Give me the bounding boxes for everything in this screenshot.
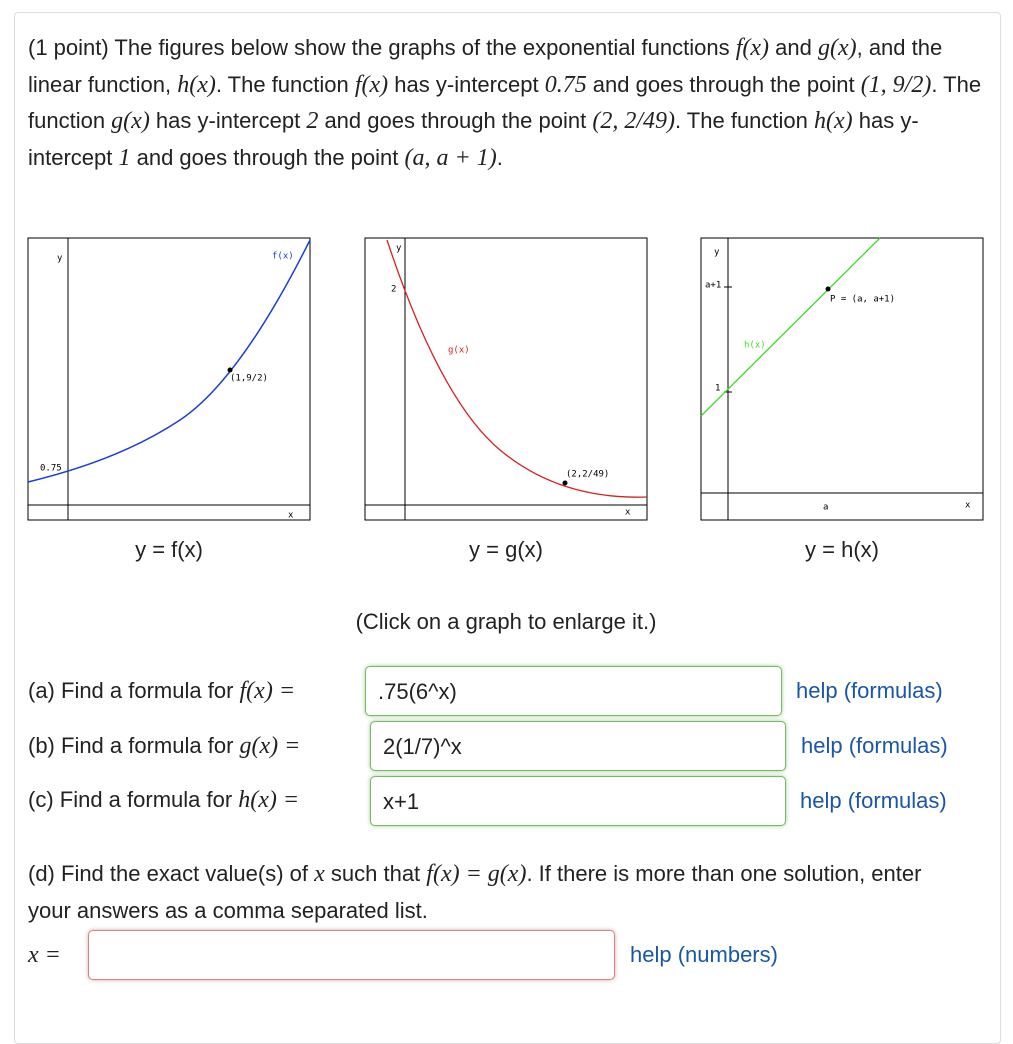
math: g(x) [111,108,150,134]
math: x = [28,942,61,968]
help-link[interactable]: help (formulas) [796,678,943,703]
text: has y-intercept [149,108,307,133]
label: P = (a, a+1) [830,295,895,305]
graph-h[interactable]: y a+1 P = (a, a+1) h(x) 1 a x [700,237,984,521]
part-d-text: (d) Find the exact value(s) of x such th… [28,856,968,929]
label: y [396,244,402,254]
text: . The function [674,108,814,133]
label: x [288,511,294,521]
caption: y = g(x) [469,537,543,562]
label: x [965,501,971,511]
text: . [496,144,503,170]
line [700,237,881,417]
text: such that [324,861,427,886]
help-link[interactable]: help (formulas) [801,733,948,758]
math: g(x) [817,35,857,61]
graph-g[interactable]: y 2 g(x) (2,2/49) x [364,237,648,521]
text: (c) Find a formula for [28,787,239,812]
curve [27,239,311,483]
label: g(x) [448,346,470,356]
label: (2,2/49) [566,470,609,480]
math: h(x) [814,108,853,134]
point [825,286,831,292]
math: x [314,861,325,887]
label: 0.75 [40,464,62,474]
label: x [625,508,631,518]
text: . The function [215,71,355,97]
label: f(x) [272,252,294,262]
part-label: (c) Find a formula for h(x) = [28,782,299,819]
math: f(x) = g(x) [426,861,527,887]
graphs: y f(x) (1,9/2) 0.75 x y 2 g(x) (2,2/49) … [27,237,984,521]
help-link[interactable]: help (numbers) [630,942,778,967]
math: 2 [306,108,319,134]
label: (1,9/2) [230,374,268,384]
answer-input[interactable] [88,930,615,980]
text: and goes through the point [318,108,593,133]
answer-input[interactable]: x+1 [370,776,786,826]
math: g(x) = [239,733,301,759]
text: has y-intercept [388,71,545,97]
help-link[interactable]: help (formulas) [800,788,947,813]
caption: y = f(x) [135,537,203,562]
graph-frame [27,237,311,521]
graph-f[interactable]: y f(x) (1,9/2) 0.75 x [27,237,311,521]
answer-input[interactable]: .75(6^x) [365,666,782,716]
curve [386,239,648,498]
text: (1 point) The figures below show the gra… [28,35,736,60]
math: f(x) = [239,678,296,704]
text: has y-intercept [28,108,919,170]
point [562,480,568,486]
math: (2, 2/49) [592,108,675,134]
label: 1 [715,384,720,394]
label: y [714,248,720,258]
label: y [57,254,63,264]
text: . If there is more than one solution, en… [28,861,922,923]
math: f(x) [354,71,389,98]
point [227,367,233,373]
intro: (1 point) The figures below show the gra… [28,30,993,176]
math: f(x) [735,35,770,61]
graph-frame [700,237,984,521]
text: , and the linear function, [28,35,943,97]
label: 2 [391,285,396,295]
label: a+1 [705,281,721,291]
graph-frame [364,237,648,521]
answer-input[interactable]: 2(1/7)^x [370,721,786,771]
math: (1, 9/2) [860,71,932,98]
math: h(x) [177,71,216,98]
math: 0.75 [544,71,587,98]
text: and [769,35,818,60]
part-label: (a) Find a formula for f(x) = [28,673,295,710]
text: . The function [28,71,982,134]
part-label: (b) Find a formula for g(x) = [28,728,300,765]
answer-label: x = [28,937,61,974]
math: 1 [118,144,131,171]
label: a [823,503,828,513]
text: (a) Find a formula for [28,678,240,703]
math: (a, a + 1) [404,144,497,171]
text: and goes through the point [586,71,861,97]
text: and goes through the point [130,144,405,170]
label: h(x) [744,341,766,351]
click-note: (Click on a graph to enlarge it.) [355,609,657,634]
text: (d) Find the exact value(s) of [28,861,315,886]
text: (b) Find a formula for [28,733,240,758]
math: h(x) = [238,787,300,813]
caption: y = h(x) [805,537,879,562]
